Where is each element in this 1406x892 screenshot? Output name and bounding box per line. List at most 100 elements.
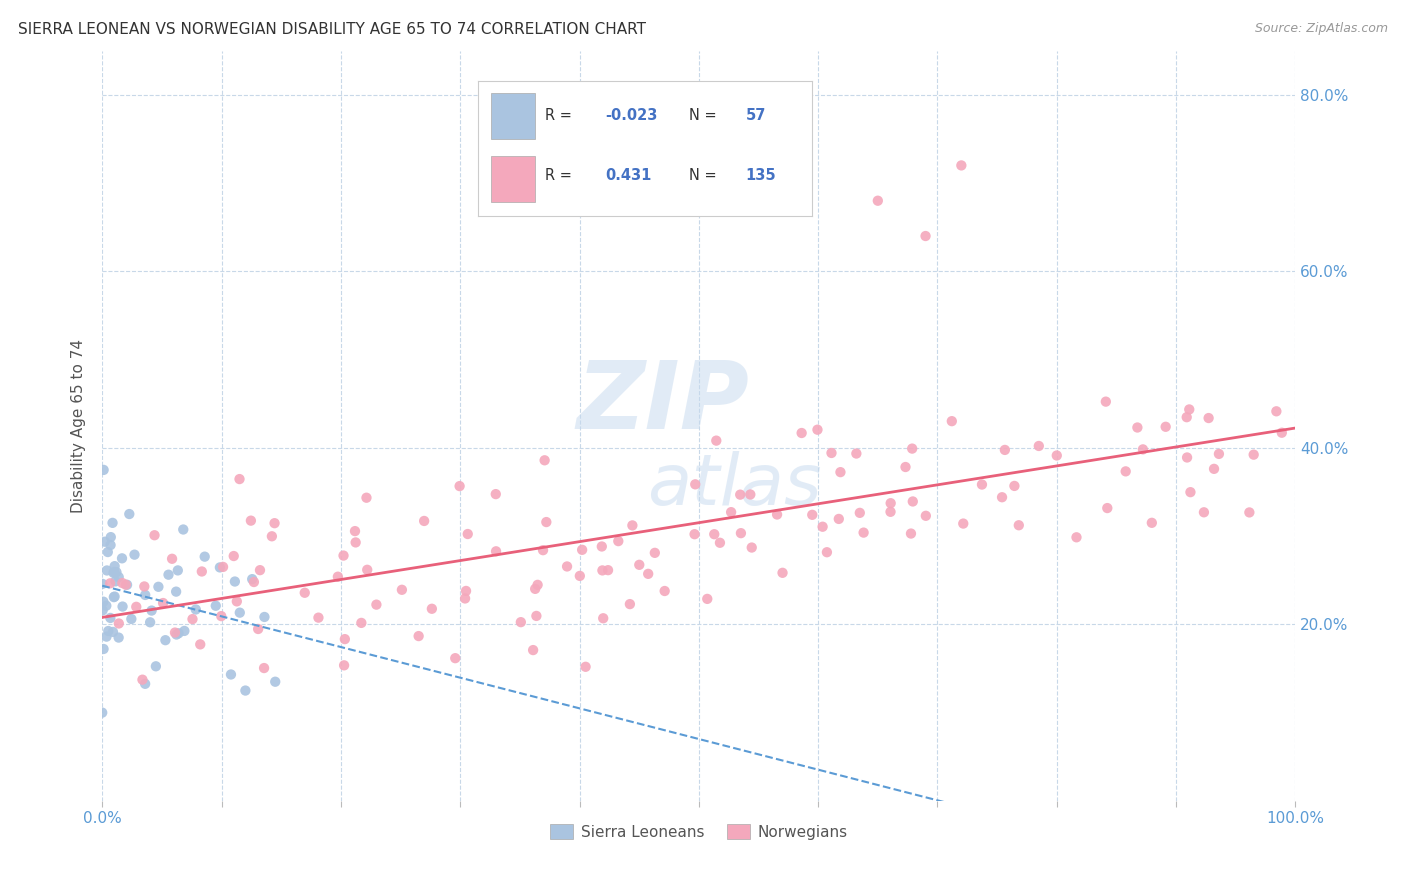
Point [239,514,262,528]
Point [134,588,156,602]
Point [571,542,593,557]
Point [644,546,666,560]
Point [683,527,706,541]
Point [91,603,114,617]
Point [1271,425,1294,440]
Point [134,579,156,593]
Point [184,602,207,616]
Point [772,566,794,580]
Point [114,578,136,592]
Point [1243,448,1265,462]
Point [790,425,813,440]
Point [637,566,659,581]
Point [619,597,641,611]
Point [730,526,752,541]
Point [740,487,762,501]
Point [607,534,630,549]
Point [709,535,731,549]
Point [188,637,211,651]
Point [720,505,742,519]
Point [105,565,128,579]
Point [866,194,889,208]
Point [914,508,936,523]
Point [93,595,115,609]
Point [219,667,242,681]
Point [509,615,531,629]
Point [970,477,993,491]
Point [107,631,129,645]
Point [391,582,413,597]
Point [103,590,125,604]
Point [91,706,114,720]
Point [1140,516,1163,530]
Point [1002,479,1025,493]
Point [654,584,676,599]
Point [103,565,125,579]
Point [173,624,195,638]
Point [96,599,118,613]
Point [134,677,156,691]
Point [408,629,430,643]
Legend: Sierra Leoneans, Norwegians: Sierra Leoneans, Norwegians [544,818,853,846]
Point [531,543,554,558]
Point [111,576,134,591]
Point [100,538,122,552]
Point [801,508,824,522]
Point [96,630,118,644]
Point [343,524,366,538]
Point [766,508,789,522]
Point [454,591,477,606]
Point [131,673,153,687]
Point [1132,442,1154,457]
Point [191,565,214,579]
Point [444,651,467,665]
Point [253,610,276,624]
Point [591,563,613,577]
Point [247,622,270,636]
Text: ZIP: ZIP [576,358,749,450]
Point [420,601,443,615]
Point [815,545,838,559]
Point [101,624,124,639]
Point [1008,518,1031,533]
Point [811,519,834,533]
Point [901,494,924,508]
Point [263,516,285,531]
Point [152,596,174,610]
Point [454,583,477,598]
Point [900,526,922,541]
Point [333,632,356,647]
Point [209,609,232,624]
Point [160,551,183,566]
Point [344,535,367,549]
Point [1180,485,1202,500]
Point [1198,411,1220,425]
Point [97,624,120,638]
Point [120,612,142,626]
Point [194,549,217,564]
Point [157,567,180,582]
Point [683,477,706,491]
Point [703,527,725,541]
Point [952,516,974,531]
Point [93,642,115,657]
Point [522,643,544,657]
Point [166,563,188,577]
Point [696,591,718,606]
Point [108,616,131,631]
Point [326,570,349,584]
Point [704,434,727,448]
Point [1175,450,1198,465]
Point [413,514,436,528]
Point [994,442,1017,457]
Point [96,564,118,578]
Text: Source: ZipAtlas.com: Source: ZipAtlas.com [1254,22,1388,36]
Point [628,558,651,572]
Point [1066,530,1088,544]
Y-axis label: Disability Age 65 to 74: Disability Age 65 to 74 [72,339,86,513]
Point [111,599,134,614]
Point [568,569,591,583]
Point [172,523,194,537]
Point [104,590,127,604]
Point [526,578,548,592]
